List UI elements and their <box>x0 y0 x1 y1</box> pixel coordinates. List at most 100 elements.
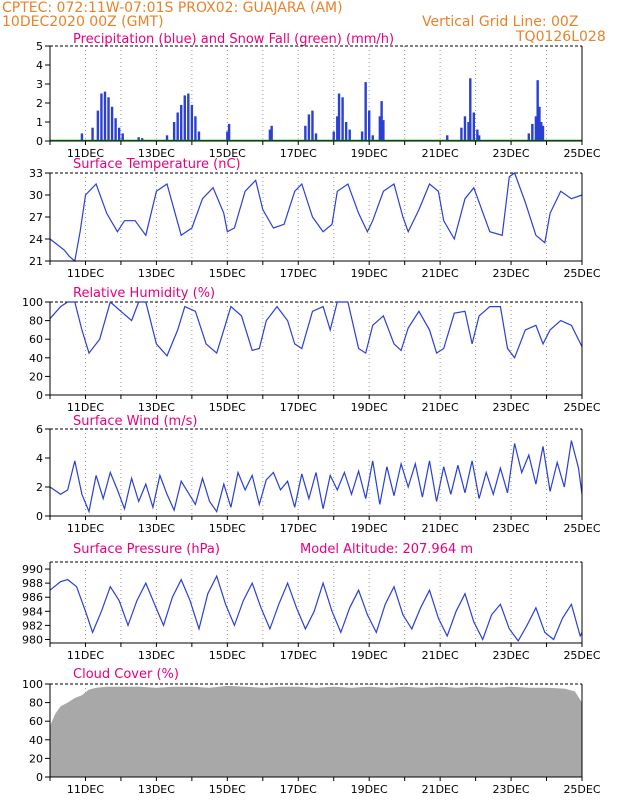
precip-bar <box>348 129 351 141</box>
precip-bar <box>476 129 479 141</box>
x-tick-label: 15DEC <box>209 401 246 414</box>
precip-bar <box>463 116 467 141</box>
y-tick-label: 40 <box>29 352 43 365</box>
x-tick-label: 11DEC <box>67 522 104 535</box>
y-tick-label: 0 <box>36 389 43 402</box>
precip-bar <box>536 80 539 141</box>
y-tick-label: 100 <box>22 296 43 309</box>
panel-annotation: Model Altitude: 207.964 m <box>300 542 473 557</box>
y-tick-label: 80 <box>29 697 43 710</box>
x-tick-label: 13DEC <box>138 267 175 280</box>
precip-bar <box>197 131 201 141</box>
precip-bar <box>314 133 318 141</box>
precip-bar <box>180 104 183 141</box>
x-tick-label: 15DEC <box>209 522 246 535</box>
x-tick-label: 15DEC <box>209 267 246 280</box>
precip-bar <box>368 110 371 141</box>
y-tick-label: 40 <box>29 734 43 747</box>
x-tick-label: 19DEC <box>351 649 388 662</box>
precip-bar <box>121 133 124 141</box>
y-tick-label: 986 <box>22 591 43 604</box>
precip-bar <box>227 123 231 141</box>
precip-bar <box>371 135 374 141</box>
x-tick-label: 19DEC <box>351 267 388 280</box>
precip-bar <box>103 91 107 141</box>
y-tick-label: 0 <box>36 771 43 784</box>
x-tick-label: 23DEC <box>493 267 530 280</box>
header-grid-note: Vertical Grid Line: 00Z <box>422 14 579 30</box>
precip-bar <box>531 123 534 141</box>
x-tick-label: 13DEC <box>138 522 175 535</box>
x-tick-label: 23DEC <box>493 522 530 535</box>
x-tick-label: 13DEC <box>138 401 175 414</box>
x-tick-label: 15DEC <box>209 649 246 662</box>
precip-bar <box>91 127 94 141</box>
x-tick-label: 23DEC <box>493 401 530 414</box>
precip-bar <box>541 125 545 141</box>
x-tick-label: 21DEC <box>422 147 459 160</box>
precip-bar <box>307 114 311 141</box>
cloud-area <box>50 685 582 777</box>
precip-bar <box>344 122 348 141</box>
x-tick-label: 17DEC <box>280 783 317 796</box>
precip-bar <box>187 93 190 141</box>
precip-bar <box>100 93 103 141</box>
panel-title: Surface Pressure (hPa) <box>73 542 220 557</box>
series-line <box>49 172 583 263</box>
x-tick-label: 11DEC <box>67 147 104 160</box>
y-tick-label: 4 <box>36 59 43 72</box>
panel-title: Surface Wind (m/s) <box>73 414 197 429</box>
series-line <box>49 440 583 514</box>
precip-bar <box>176 112 179 141</box>
header-date: 10DEC2020 00Z (GMT) <box>2 14 164 30</box>
y-tick-label: 5 <box>36 40 43 53</box>
precip-bar <box>226 131 229 141</box>
y-tick-label: 0 <box>36 510 43 523</box>
precip-bar <box>538 106 541 141</box>
x-tick-label: 13DEC <box>138 783 175 796</box>
precip-bar <box>337 93 341 141</box>
x-tick-label: 11DEC <box>67 783 104 796</box>
precip-bar <box>469 78 472 141</box>
precip-bar <box>527 133 530 141</box>
x-tick-label: 21DEC <box>422 267 459 280</box>
x-tick-label: 13DEC <box>138 147 175 160</box>
y-tick-label: 80 <box>29 315 43 328</box>
precip-bar <box>137 137 140 141</box>
y-tick-label: 0 <box>36 135 43 148</box>
precip-bar <box>341 97 344 141</box>
precip-bar <box>378 116 382 141</box>
x-tick-label: 21DEC <box>422 401 459 414</box>
x-tick-label: 17DEC <box>280 267 317 280</box>
y-tick-label: 21 <box>29 255 43 268</box>
x-tick-label: 17DEC <box>280 147 317 160</box>
x-tick-label: 17DEC <box>280 649 317 662</box>
precip-bar <box>380 101 383 141</box>
x-tick-label: 25DEC <box>563 783 600 796</box>
precip-bar <box>472 112 476 141</box>
x-tick-label: 23DEC <box>493 649 530 662</box>
header-station: CPTEC: 072:11W-07:01S PROX02: GUAJARA (A… <box>2 0 343 16</box>
y-tick-label: 1 <box>36 116 43 129</box>
y-tick-label: 60 <box>29 715 43 728</box>
x-tick-label: 25DEC <box>563 147 600 160</box>
precip-bar <box>165 135 169 141</box>
x-tick-label: 19DEC <box>351 783 388 796</box>
precip-bar <box>194 116 197 141</box>
y-tick-label: 20 <box>29 752 43 765</box>
precip-bar <box>336 116 339 141</box>
precip-bar <box>364 82 367 141</box>
precip-bar <box>540 122 543 141</box>
y-tick-label: 100 <box>22 678 43 691</box>
y-tick-label: 984 <box>22 605 43 618</box>
y-tick-label: 990 <box>22 563 43 576</box>
precip-bar <box>183 95 186 141</box>
precip-bar <box>117 127 121 141</box>
precip-bar <box>268 129 272 141</box>
x-tick-label: 21DEC <box>422 649 459 662</box>
y-tick-label: 30 <box>29 189 43 202</box>
precip-bar <box>190 104 194 141</box>
precip-bar <box>304 125 307 141</box>
x-tick-label: 19DEC <box>351 147 388 160</box>
